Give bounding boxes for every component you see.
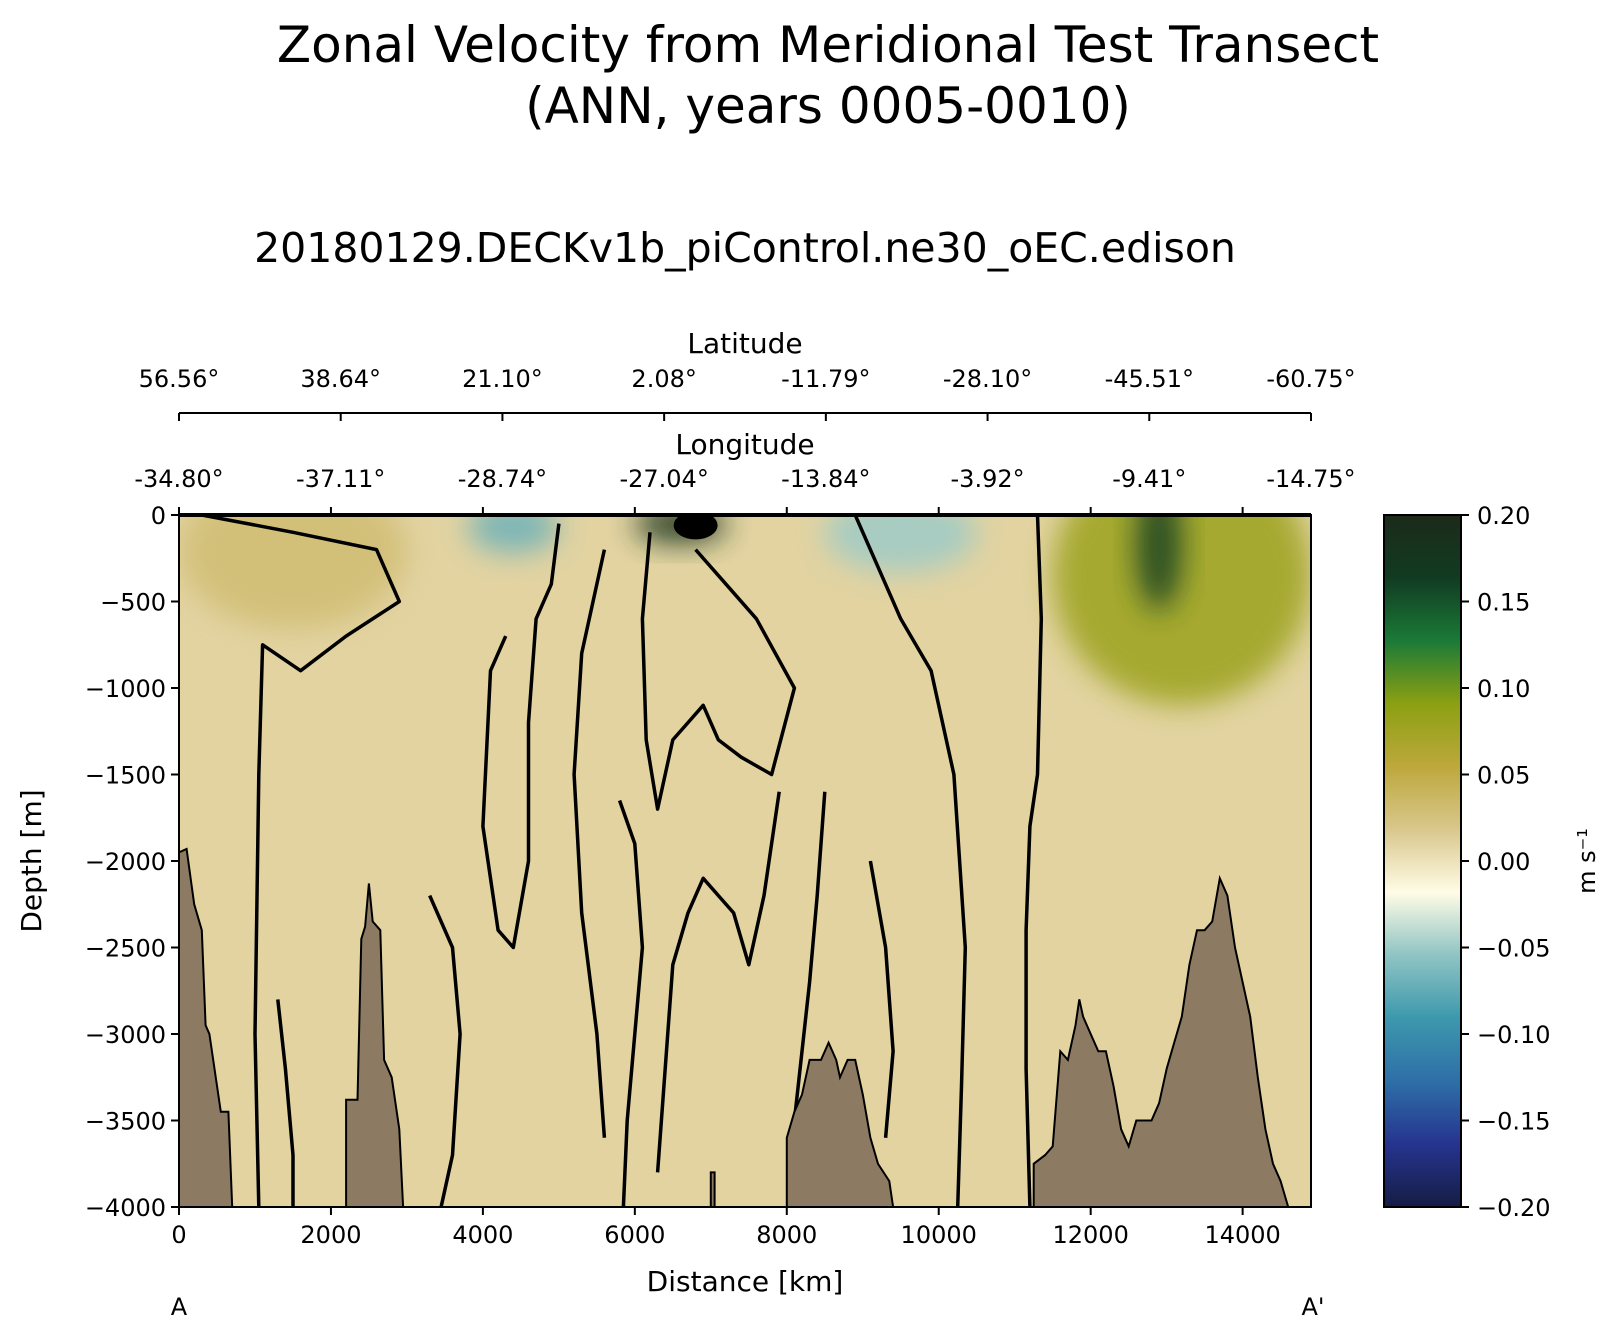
contour-line-11 — [617, 799, 645, 1207]
x-tick-label: 8000 — [756, 1221, 817, 1249]
colorbar-tick-label: 0.00 — [1477, 848, 1530, 876]
longitude-tick-label: -9.41° — [1112, 465, 1186, 493]
latitude-tick-label: 38.64° — [300, 365, 381, 393]
latitude-tick-label: -11.79° — [781, 365, 870, 393]
longitude-axis-label: Longitude — [675, 428, 814, 461]
y-tick-label: −3000 — [85, 1021, 166, 1049]
y-tick-label: −2000 — [85, 848, 166, 876]
longitude-axis: -34.80° -37.11° -28.74° -27.04° -13.84° -3.92… — [134, 465, 1355, 493]
contour-closed-cell — [673, 515, 718, 540]
x-axis: 0 2000 4000 6000 8000 10000 12000 14000 — [171, 507, 1281, 1249]
colorbar-tick-label: −0.10 — [1477, 1021, 1551, 1049]
longitude-tick-label: -28.74° — [458, 465, 547, 493]
longitude-tick-label: -37.11° — [296, 465, 385, 493]
colorbar-tick-label: 0.15 — [1477, 589, 1530, 617]
colorbar-tick-label: −0.20 — [1477, 1194, 1551, 1222]
endpoint-a-prime-label: A' — [1301, 1293, 1324, 1321]
longitude-tick-label: -27.04° — [619, 465, 708, 493]
contour-line-0 — [201, 515, 402, 1207]
latitude-tick-label: 2.08° — [631, 365, 696, 393]
x-tick-label: 10000 — [901, 1221, 977, 1249]
y-tick-label: −2500 — [85, 935, 166, 963]
run-subtitle: 20180129.DECKv1b_piControl.ne30_oEC.edis… — [254, 224, 1236, 272]
y-tick-label: 0 — [151, 502, 166, 530]
x-tick-label: 12000 — [1052, 1221, 1128, 1249]
y-axis: 0 −500 −1000 −1500 −2000 −2500 −3000 −3500 −4000 — [85, 502, 179, 1222]
x-tick-label: 2000 — [300, 1221, 361, 1249]
plot-area — [179, 515, 1311, 1207]
colorbar-tick-label: −0.15 — [1477, 1108, 1551, 1136]
velocity-feature-3 — [467, 515, 559, 554]
y-axis-label: Depth [m] — [15, 789, 48, 932]
contour-line-10 — [276, 999, 295, 1207]
contour-line-9 — [428, 894, 462, 1207]
endpoint-a-label: A — [171, 1293, 188, 1321]
y-tick-label: −500 — [100, 589, 166, 617]
x-tick-label: 6000 — [604, 1221, 665, 1249]
chart-title-line1: Zonal Velocity from Meridional Test Tran… — [277, 16, 1379, 74]
contour-line-1 — [481, 523, 561, 950]
velocity-feature-5 — [179, 515, 407, 630]
latitude-tick-label: 56.56° — [139, 365, 220, 393]
x-tick-label: 0 — [171, 1221, 186, 1249]
velocity-feature-4 — [824, 515, 977, 573]
bathymetry — [179, 847, 1290, 1207]
latitude-axis-label: Latitude — [687, 327, 802, 360]
contour-line-7 — [792, 791, 827, 1121]
longitude-tick-label: -34.80° — [134, 465, 223, 493]
contour-line-5 — [1024, 515, 1044, 1207]
x-tick-label: 14000 — [1204, 1221, 1280, 1249]
y-tick-label: −1500 — [85, 762, 166, 790]
contour-line-6 — [655, 791, 781, 1173]
colorbar-axis: 0.20 0.15 0.10 0.05 0.00 −0.05 −0.10 −0.15 −0.20 — [1461, 502, 1551, 1222]
colorbar-label: m s⁻¹ — [1573, 828, 1601, 894]
contour-line-3 — [640, 532, 797, 811]
latitude-tick-label: -45.51° — [1105, 365, 1194, 393]
y-tick-label: −4000 — [85, 1194, 166, 1222]
y-tick-label: −1000 — [85, 675, 166, 703]
contour-line-8 — [868, 860, 895, 1138]
latitude-axis: 56.56° 38.64° 21.10° 2.08° -11.79° -28.10° -45… — [139, 365, 1356, 421]
chart-title-line2: (ANN, years 0005-0010) — [525, 77, 1131, 135]
colorbar-tick-label: 0.05 — [1477, 762, 1530, 790]
latitude-tick-label: -60.75° — [1266, 365, 1355, 393]
latitude-tick-label: -28.10° — [943, 365, 1032, 393]
latitude-tick-label: 21.10° — [462, 365, 543, 393]
contour-line-4 — [853, 515, 968, 1207]
longitude-tick-label: -14.75° — [1266, 465, 1355, 493]
y-tick-label: −3500 — [85, 1108, 166, 1136]
longitude-tick-label: -13.84° — [781, 465, 870, 493]
longitude-tick-label: -3.92° — [951, 465, 1025, 493]
zero-contours — [201, 515, 1044, 1207]
velocity-feature-0 — [1052, 515, 1311, 706]
velocity-feature-1 — [1136, 515, 1182, 611]
x-tick-label: 4000 — [452, 1221, 513, 1249]
x-axis-label: Distance [km] — [647, 1265, 844, 1298]
contour-line-2 — [572, 549, 607, 1138]
colorbar-tick-label: 0.20 — [1477, 502, 1530, 530]
colorbar-tick-label: −0.05 — [1477, 935, 1551, 963]
colorbar — [1383, 514, 1462, 1208]
colorbar-tick-label: 0.10 — [1477, 675, 1530, 703]
